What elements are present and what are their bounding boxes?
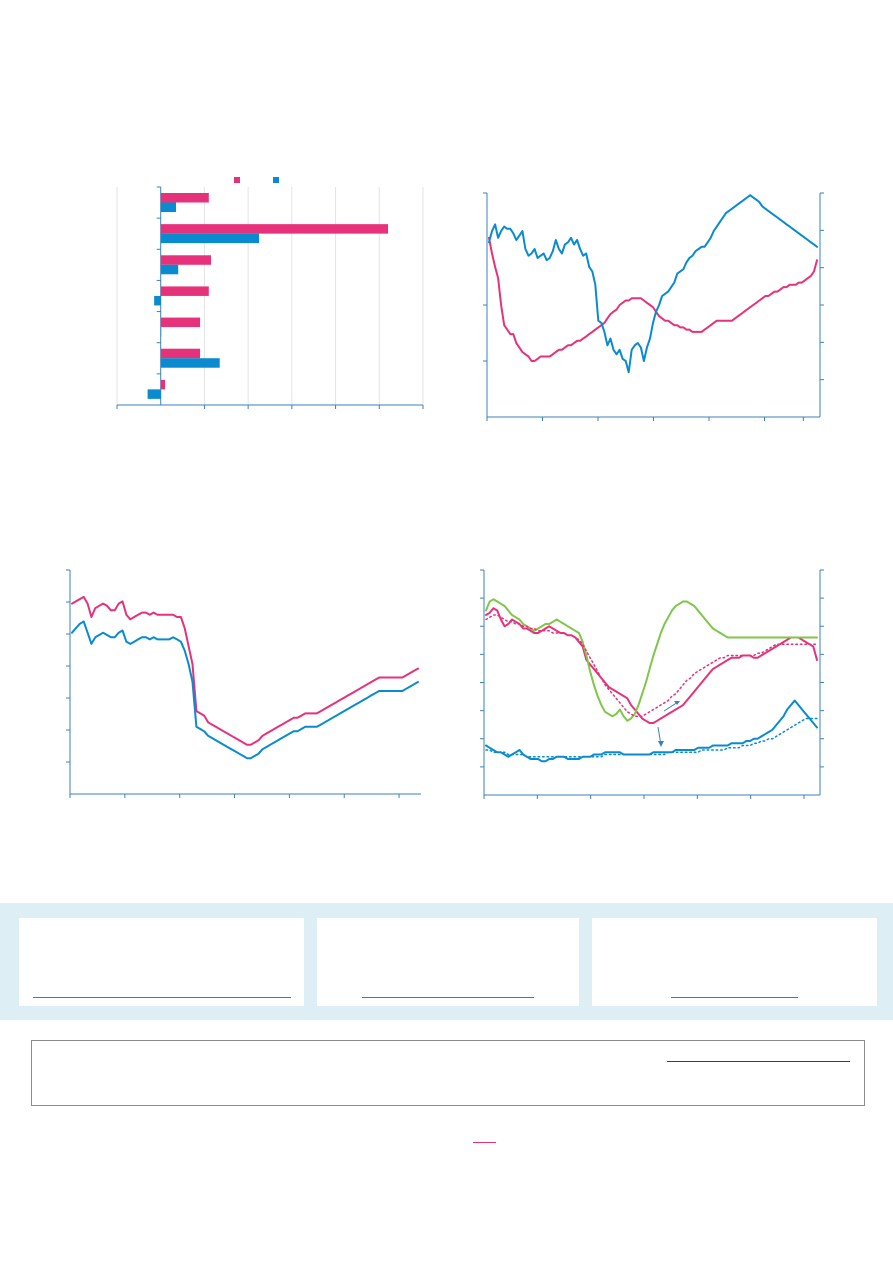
bar-series-1-6 (160, 348, 201, 359)
bar-series-2-1 (160, 202, 177, 212)
bar-series-1-7 (160, 379, 166, 390)
series-line-series-1 (488, 236, 818, 362)
notice-link[interactable] (667, 1061, 850, 1062)
bar-series-2-4 (154, 295, 161, 306)
series-line-series-2 (71, 620, 419, 760)
series-line-series-5 (485, 717, 818, 758)
bar-series-2-3 (160, 264, 179, 275)
notice-box (31, 1040, 865, 1106)
annotation-arrow-1 (663, 701, 679, 712)
series-line-series-2 (488, 194, 818, 374)
info-card-2 (317, 918, 579, 1006)
info-card-1 (19, 918, 304, 1006)
series-line-series-2 (485, 699, 818, 763)
series-line-series-1 (485, 607, 818, 724)
info-card-3-link[interactable] (671, 997, 798, 998)
bar-series-2-7 (147, 389, 161, 399)
footnote-link[interactable] (473, 1142, 496, 1143)
info-card-2-link[interactable] (362, 997, 534, 998)
info-card-1-link[interactable] (33, 997, 291, 998)
bar-series-1-3 (160, 255, 211, 265)
annotation-arrowhead-2 (658, 741, 664, 747)
bar-series-1-1 (160, 193, 209, 203)
bar-series-1-2 (160, 224, 389, 234)
annotation-arrowhead-1 (674, 701, 680, 705)
bar-series-2-6 (160, 358, 220, 368)
legend-marker-series-2 (273, 177, 279, 183)
legend-marker-series-1 (234, 177, 240, 183)
info-card-3 (592, 918, 877, 1006)
series-line-series-1 (71, 595, 419, 746)
series-line-series-3 (485, 598, 818, 722)
bar-series-2-5 (160, 327, 162, 337)
series-line-series-4 (485, 614, 818, 718)
bar-series-1-4 (160, 286, 209, 296)
bar-series-2-2 (160, 233, 260, 244)
bar-series-1-5 (160, 317, 201, 328)
